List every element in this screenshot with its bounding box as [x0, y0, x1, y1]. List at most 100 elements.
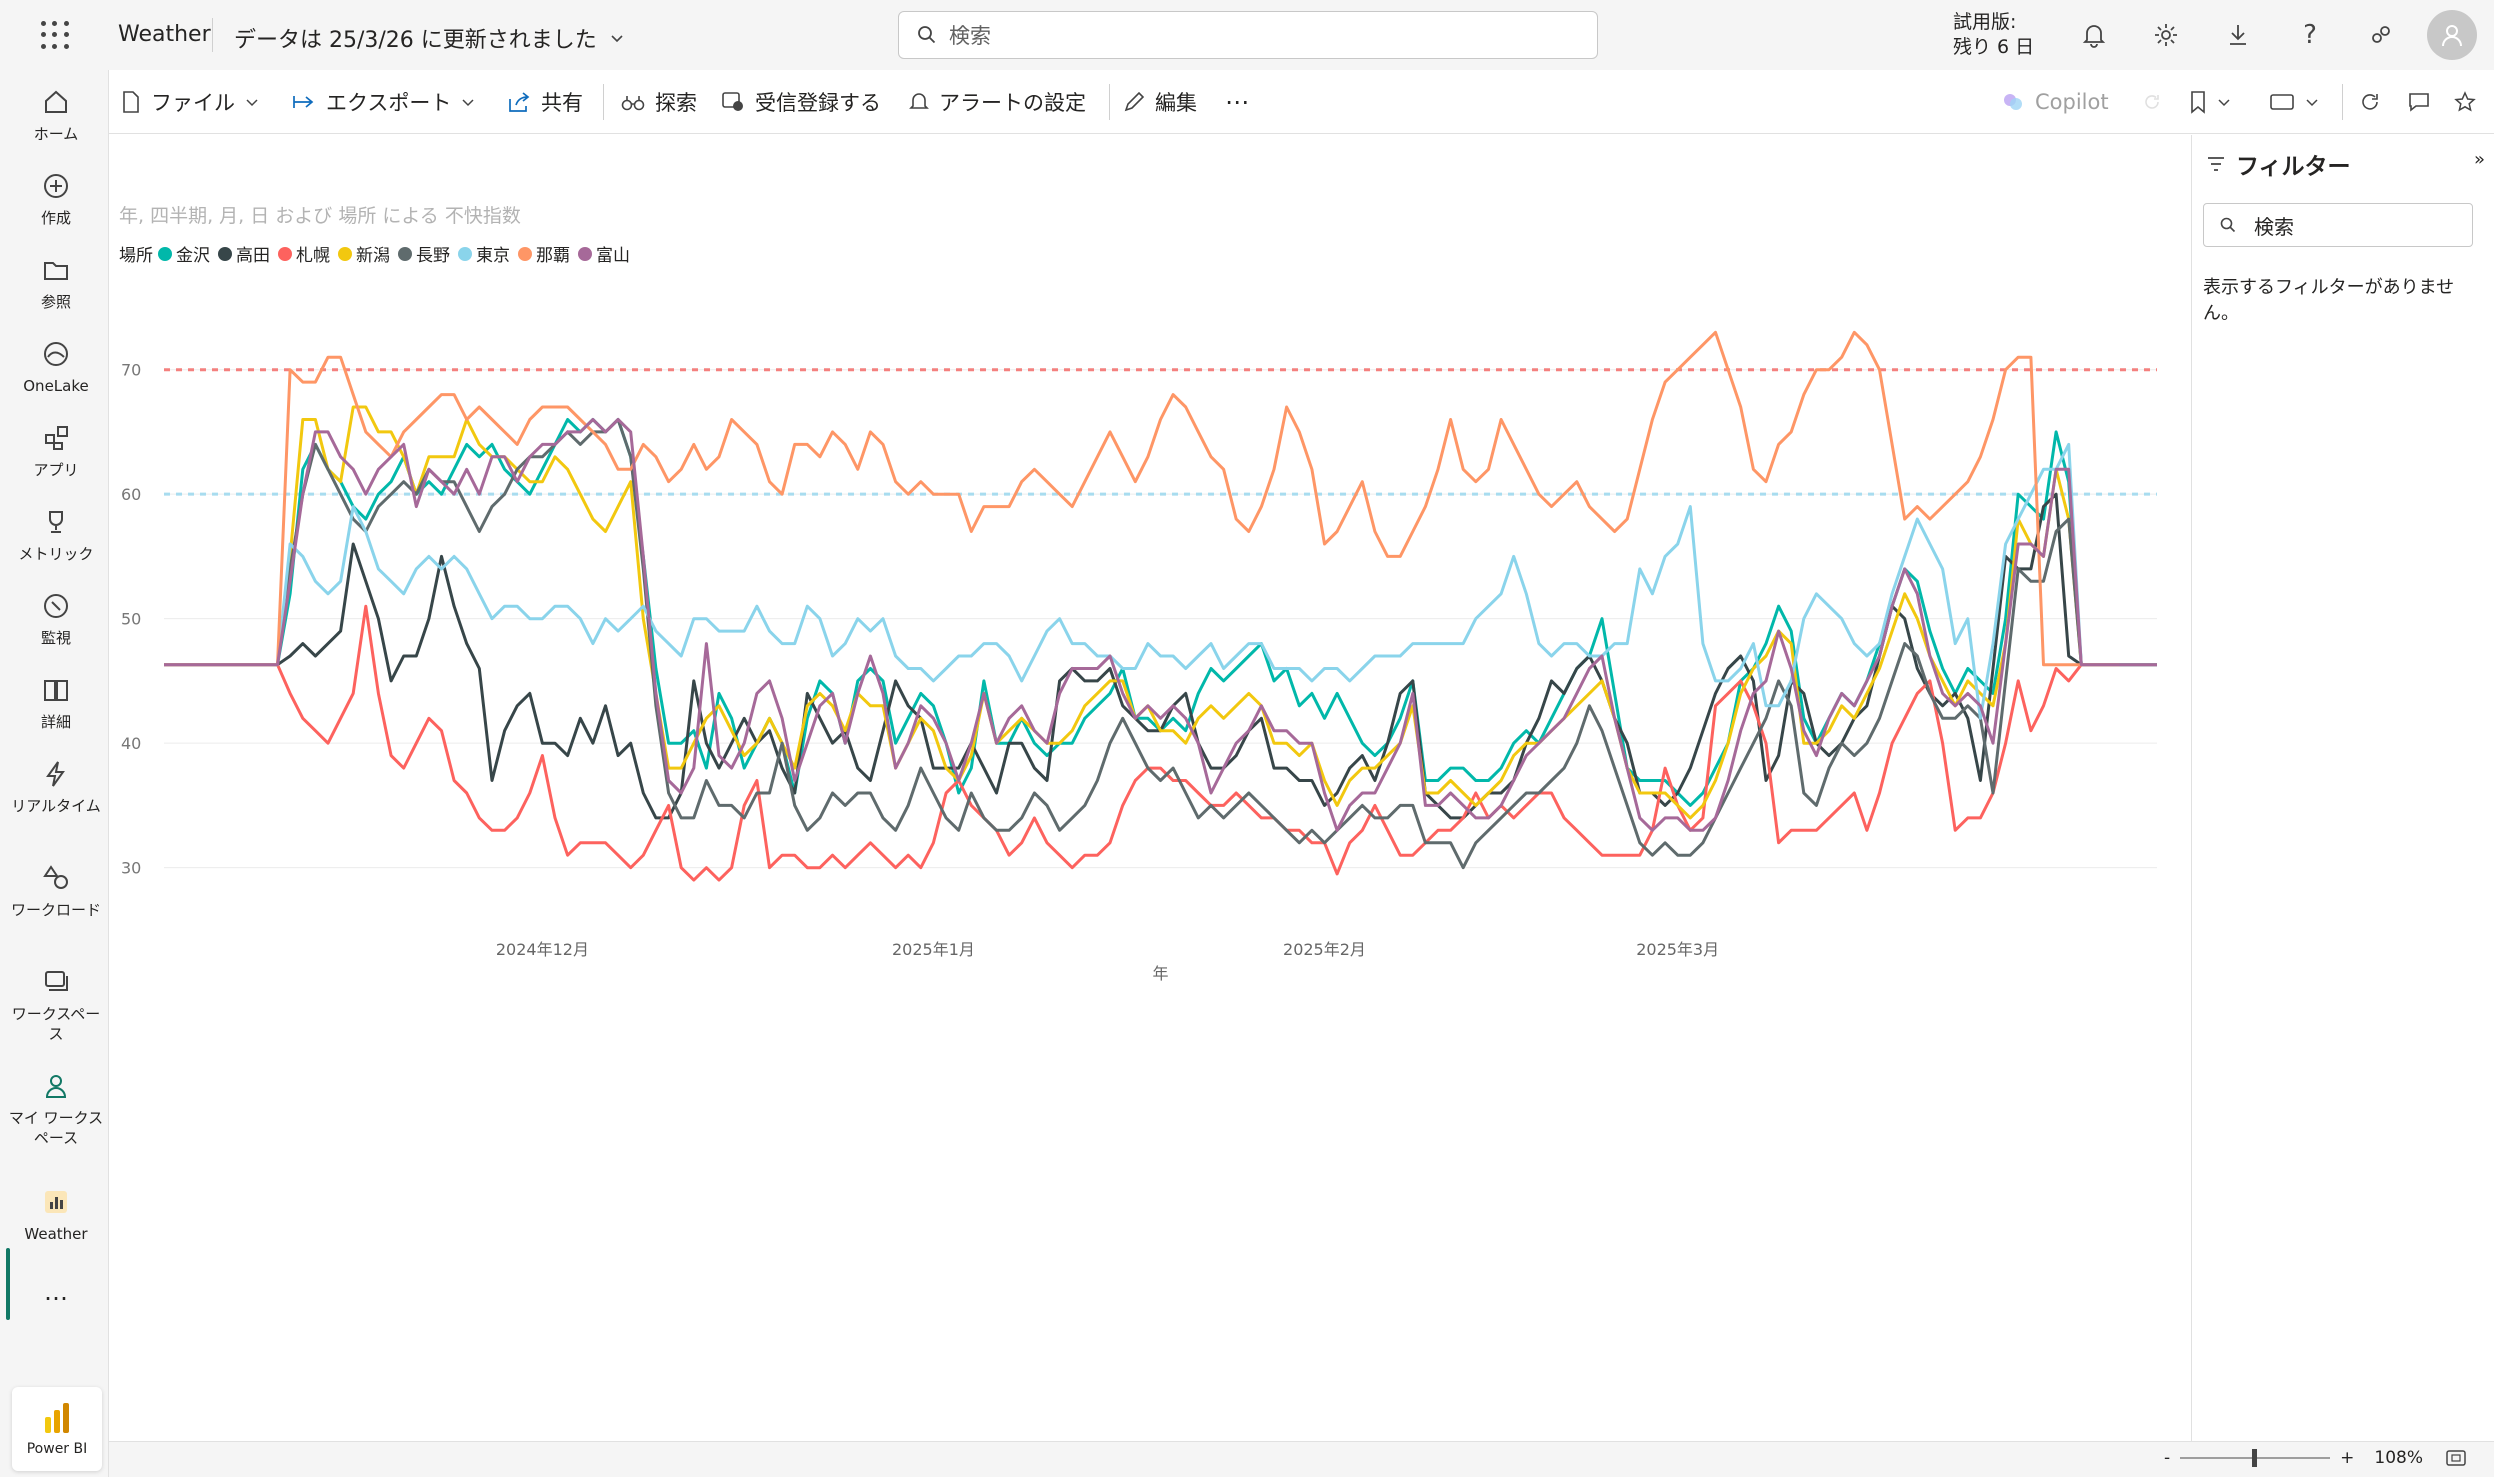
avatar-icon[interactable] — [2427, 10, 2477, 60]
legend-item[interactable]: 新潟 — [338, 241, 390, 266]
share-icon[interactable] — [2364, 18, 2398, 52]
trial-status[interactable]: 試用版: 残り 6 日 — [1953, 10, 2034, 60]
status-bar: - + 108% — [109, 1441, 2494, 1477]
zoom-slider[interactable] — [2180, 1449, 2331, 1467]
legend-item[interactable]: 那覇 — [518, 241, 570, 266]
export-label: エクスポート — [326, 91, 452, 115]
series-line-4[interactable] — [164, 405, 2157, 820]
zoom-slider-knob[interactable] — [2252, 1449, 2258, 1467]
legend-label: 那覇 — [536, 246, 570, 266]
nav-my-workspace[interactable]: マイ ワークスペース — [6, 1068, 106, 1148]
data-updated-dropdown[interactable]: データは 25/3/26 に更新されました — [234, 22, 625, 54]
nav-browse[interactable]: 参照 — [6, 252, 106, 312]
share-button[interactable]: 共有 — [507, 84, 583, 120]
series-line-5[interactable] — [164, 418, 2157, 870]
help-icon[interactable]: ? — [2303, 20, 2317, 50]
nav-home[interactable]: ホーム — [6, 84, 106, 144]
zoom-in-button[interactable]: + — [2340, 1448, 2355, 1468]
legend-items: 金沢 高田 札幌 新潟 長野 東京 那覇 富山 — [158, 241, 636, 266]
app-name[interactable]: Weather — [118, 22, 211, 47]
nav-metrics[interactable]: メトリック — [6, 504, 106, 564]
y-tick-label: 30 — [121, 859, 141, 878]
nav-onelake[interactable]: OneLake — [6, 336, 106, 396]
trial-label: 試用版: — [1953, 11, 2017, 33]
chart-legend[interactable]: 場所 金沢 高田 札幌 新潟 長野 東京 那覇 富山 — [119, 241, 636, 266]
legend-marker — [578, 246, 592, 261]
alerts-button[interactable]: アラートの設定 — [909, 84, 1086, 120]
legend-marker — [218, 246, 232, 261]
share-arrow-icon — [509, 92, 530, 112]
y-axis-labels: 30 40 50 60 70 — [121, 361, 141, 878]
explore-button[interactable]: 探索 — [621, 84, 697, 120]
chevron-down-icon — [611, 35, 623, 43]
compass-icon — [38, 588, 74, 624]
legend-item[interactable]: 高田 — [218, 241, 270, 266]
legend-label: 札幌 — [296, 246, 330, 266]
nav-workloads[interactable]: ワークロード — [6, 860, 106, 920]
nav-learn[interactable]: 詳細 — [6, 672, 106, 732]
gear-icon[interactable] — [2149, 18, 2183, 52]
refresh-button[interactable] — [2359, 84, 2381, 120]
zoom-control[interactable]: - + 108% — [2164, 1448, 2467, 1468]
more-options-button[interactable]: ⋯ — [1225, 84, 1249, 120]
nav-apps[interactable]: アプリ — [6, 420, 106, 480]
updated-text: データは 25/3/26 に更新されました — [234, 28, 597, 53]
more-icon: … — [44, 1278, 68, 1306]
legend-item[interactable]: 札幌 — [278, 241, 330, 266]
subscribe-button[interactable]: 受信登録する — [721, 84, 881, 120]
series-line-8[interactable] — [164, 418, 2157, 832]
line-chart[interactable]: 30 40 50 60 70 2024年12月 2025年1月 2025年2月 2025年3月… — [109, 265, 2191, 1305]
export-menu[interactable]: エクスポート — [292, 84, 475, 120]
x-tick-label: 2024年12月 — [496, 940, 589, 959]
chevron-down-icon — [246, 99, 258, 107]
nav-label: ホーム — [33, 125, 79, 143]
filter-search-input[interactable]: 検索 — [2203, 203, 2473, 247]
legend-item[interactable]: 長野 — [398, 241, 450, 266]
series-line-7[interactable] — [164, 330, 2120, 667]
bookmark-button[interactable] — [2189, 84, 2231, 120]
view-button[interactable] — [2269, 84, 2319, 120]
legend-label: 金沢 — [176, 246, 210, 266]
legend-label: 富山 — [596, 246, 630, 266]
y-tick-label: 40 — [121, 734, 141, 753]
series-line-3[interactable] — [164, 604, 2157, 882]
plus-circle-icon — [38, 168, 74, 204]
edit-button[interactable]: 編集 — [1123, 84, 1197, 120]
nav-label: リアルタイム — [11, 797, 101, 815]
favorite-button[interactable] — [2454, 84, 2476, 120]
nav-more-button[interactable]: … — [6, 1278, 106, 1306]
person-icon — [38, 1068, 74, 1104]
x-tick-label: 2025年3月 — [1636, 940, 1719, 959]
bookmark-icon — [2191, 91, 2205, 114]
legend-item[interactable]: 金沢 — [158, 241, 210, 266]
global-search-input[interactable]: 検索 — [898, 11, 1598, 59]
download-icon[interactable] — [2221, 18, 2255, 52]
chevron-down-icon — [2306, 99, 2318, 107]
zoom-out-button[interactable]: - — [2164, 1448, 2171, 1468]
chevron-down-icon — [462, 99, 474, 107]
powerbi-switcher[interactable]: Power BI — [12, 1387, 102, 1471]
pencil-icon — [1124, 91, 1145, 112]
report-page: 年, 四半期, 月, 日 および 場所 による 不快指数 場所 金沢 高田 札幌 新潟… — [109, 135, 2191, 1441]
legend-item[interactable]: 東京 — [458, 241, 510, 266]
filter-icon — [2208, 157, 2224, 171]
nav-monitor[interactable]: 監視 — [6, 588, 106, 648]
top-bar: Weather データは 25/3/26 に更新されました 検索 試用版: 残り… — [0, 0, 2494, 70]
nav-create[interactable]: 作成 — [6, 168, 106, 228]
export-arrow-icon — [293, 96, 314, 108]
nav-workspaces[interactable]: ワークスペース — [6, 964, 106, 1044]
share-label: 共有 — [541, 91, 583, 115]
comment-button[interactable] — [2407, 84, 2431, 120]
nav-weather-report[interactable]: Weather — [6, 1184, 106, 1244]
fit-page-icon[interactable] — [2445, 1449, 2467, 1467]
bell-icon[interactable] — [2077, 18, 2111, 52]
file-menu[interactable]: ファイル — [121, 84, 259, 120]
legend-marker — [518, 246, 532, 261]
collapse-pane-icon[interactable]: » — [2473, 149, 2485, 170]
copilot-button[interactable]: Copilot — [2001, 84, 2109, 120]
series-line-6[interactable] — [164, 442, 2157, 720]
app-launcher-icon[interactable] — [38, 18, 72, 52]
legend-item[interactable]: 富山 — [578, 241, 630, 266]
nav-realtime[interactable]: リアルタイム — [6, 756, 106, 816]
legend-marker — [338, 246, 352, 261]
